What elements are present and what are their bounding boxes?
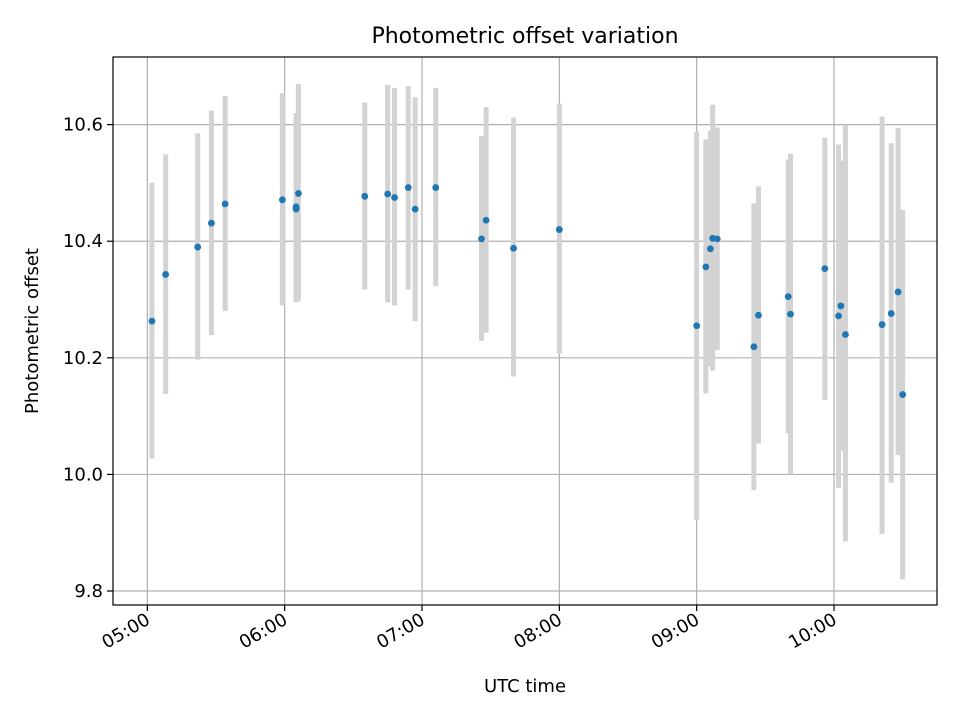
data-point bbox=[707, 245, 714, 253]
x-axis-label: UTC time bbox=[484, 676, 566, 697]
plot-frame bbox=[112, 56, 938, 606]
data-point bbox=[295, 190, 302, 197]
data-point bbox=[835, 312, 842, 320]
data-point bbox=[555, 226, 563, 233]
grid-lines bbox=[113, 57, 937, 605]
y-tick-label: 10.6 bbox=[63, 115, 103, 136]
error-bars bbox=[149, 83, 906, 580]
x-tick-label: 09:00 bbox=[648, 609, 703, 653]
data-point bbox=[784, 293, 792, 301]
data-point bbox=[162, 271, 170, 278]
y-axis-label: Photometric offset bbox=[22, 248, 43, 414]
data-point bbox=[208, 219, 215, 227]
data-point bbox=[411, 205, 419, 213]
y-tick-label: 10.0 bbox=[63, 464, 103, 485]
data-point bbox=[361, 192, 369, 200]
y-tick-label: 10.4 bbox=[63, 231, 103, 252]
data-point bbox=[404, 184, 412, 191]
data-point bbox=[384, 190, 392, 198]
data-point bbox=[837, 302, 845, 310]
data-point bbox=[755, 311, 762, 319]
data-point bbox=[194, 243, 202, 251]
data-point bbox=[821, 265, 829, 273]
data-point bbox=[899, 391, 907, 398]
data-point bbox=[148, 317, 156, 325]
y-tick-label: 9.8 bbox=[74, 581, 103, 602]
data-point bbox=[432, 184, 440, 191]
x-tick-label: 06:00 bbox=[236, 609, 291, 653]
axis-ticks: 05:00 06:00 07:00 08:00 09:00 10:00 9.8 10.0 10.… bbox=[63, 115, 841, 654]
data-point bbox=[878, 321, 886, 328]
x-tick-label: 10:00 bbox=[785, 609, 840, 653]
x-tick-label: 05:00 bbox=[98, 609, 153, 653]
data-point bbox=[787, 310, 794, 318]
data-points bbox=[148, 184, 907, 398]
data-point bbox=[894, 288, 902, 296]
data-point bbox=[693, 322, 701, 330]
y-tick-label: 10.2 bbox=[63, 348, 103, 369]
data-point bbox=[842, 331, 849, 338]
chart-title: Photometric offset variation bbox=[371, 24, 678, 49]
data-point bbox=[510, 244, 517, 252]
x-tick-label: 07:00 bbox=[373, 609, 428, 653]
x-tick-label: 08:00 bbox=[510, 609, 565, 653]
data-point bbox=[278, 196, 286, 204]
data-point bbox=[221, 200, 229, 208]
data-point bbox=[391, 194, 398, 201]
data-point bbox=[887, 310, 895, 317]
data-point bbox=[478, 235, 485, 243]
data-point bbox=[482, 216, 490, 224]
data-point bbox=[750, 343, 758, 351]
data-point bbox=[292, 203, 300, 211]
data-point bbox=[702, 263, 710, 271]
data-point bbox=[713, 235, 721, 243]
